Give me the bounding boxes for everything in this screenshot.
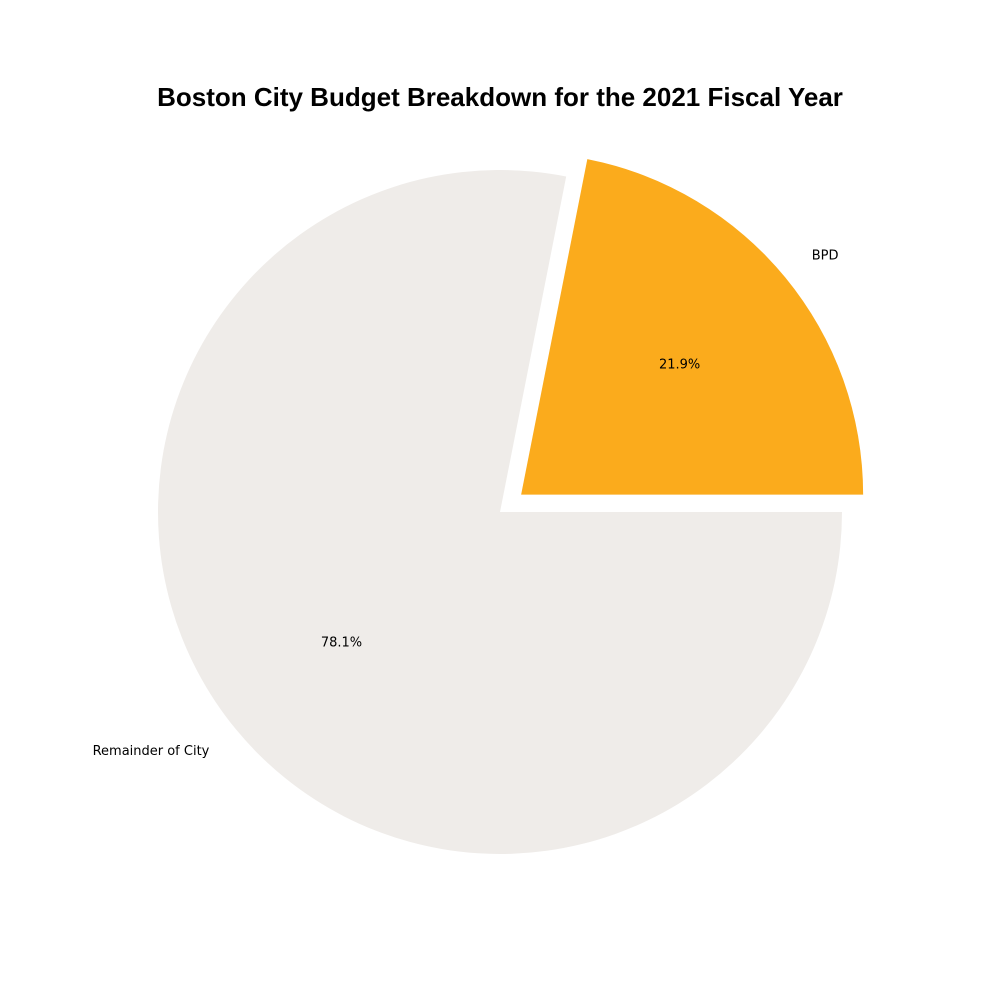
pie-pct-label: 78.1% (321, 635, 362, 650)
pie-slice-bpd (521, 159, 864, 495)
pie-pct-label: 21.9% (659, 357, 700, 372)
chart-title: Boston City Budget Breakdown for the 202… (157, 82, 843, 112)
pie-slice-remainder-of-city (157, 169, 842, 854)
pie-category-label: Remainder of City (93, 744, 210, 759)
pie-category-label: BPD (812, 249, 839, 264)
